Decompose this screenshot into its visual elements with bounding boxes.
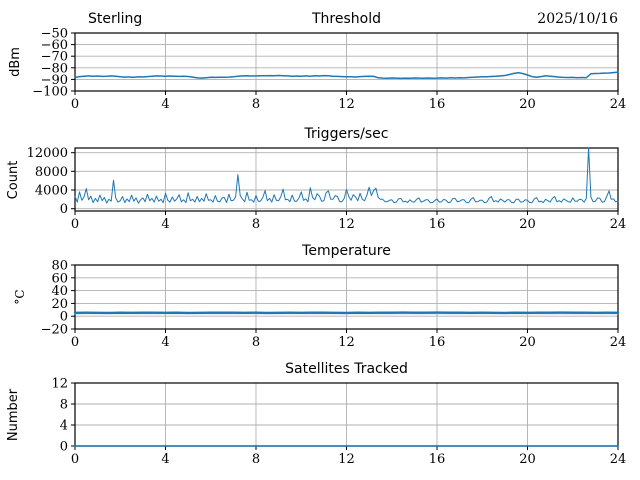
x-tick-label: 4: [161, 217, 169, 232]
panel3-ylabel: °C: [13, 289, 27, 305]
data-line-threshold-dbm: [74, 71, 619, 80]
y-tick-label: 4: [60, 419, 68, 434]
y-tick-label: 8: [60, 398, 68, 413]
x-tick-label: 4: [161, 97, 169, 112]
x-tick-label: 16: [429, 452, 446, 467]
panel2-title: Triggers/sec: [304, 126, 389, 142]
x-tick-label: 24: [610, 335, 627, 350]
panel1-date-label: 2025/10/16: [537, 11, 618, 27]
x-tick-label: 24: [610, 217, 627, 232]
x-tick-label: 20: [519, 452, 536, 467]
axes-border: [74, 32, 619, 92]
x-tick-label: 20: [519, 335, 536, 350]
x-tick-label: 24: [610, 452, 627, 467]
panel3-title: Temperature: [302, 243, 391, 259]
x-tick-label: 12: [338, 217, 355, 232]
y-tick-label: −90: [41, 73, 68, 88]
x-tick-label: 4: [161, 452, 169, 467]
y-tick-label: 0: [60, 310, 68, 325]
y-tick-label: 12000: [27, 146, 68, 161]
x-tick-label: 12: [338, 452, 355, 467]
y-tick-label: −60: [41, 38, 68, 53]
y-tick-label: 60: [51, 271, 68, 286]
y-tick-label: 40: [51, 284, 68, 299]
y-tick-label: 12: [51, 377, 68, 392]
x-tick-label: 24: [610, 97, 627, 112]
y-tick-label: −100: [32, 85, 68, 100]
x-tick-label: 0: [71, 452, 79, 467]
x-tick-label: 8: [252, 335, 260, 350]
x-tick-label: 12: [338, 97, 355, 112]
x-tick-label: 0: [71, 217, 79, 232]
x-tick-label: 12: [338, 335, 355, 350]
y-tick-label: 20: [51, 297, 68, 312]
x-tick-label: 20: [519, 97, 536, 112]
axes-border: [74, 147, 619, 212]
x-tick-label: 4: [161, 335, 169, 350]
x-tick-label: 8: [252, 97, 260, 112]
y-tick-label: 0: [60, 440, 68, 455]
x-tick-label: 16: [429, 217, 446, 232]
panel1-ylabel: dBm: [8, 47, 23, 77]
panel1-title: Threshold: [312, 11, 381, 27]
x-tick-label: 8: [252, 452, 260, 467]
x-tick-label: 0: [71, 335, 79, 350]
x-tick-label: 16: [429, 335, 446, 350]
y-tick-label: −20: [41, 323, 68, 338]
y-tick-label: 80: [51, 259, 68, 274]
x-tick-label: 0: [71, 97, 79, 112]
y-tick-label: 8000: [35, 165, 68, 180]
data-line-triggers-per-sec: [74, 147, 619, 204]
x-tick-label: 8: [252, 217, 260, 232]
axes-border: [74, 264, 619, 330]
y-tick-label: 0: [60, 202, 68, 217]
y-tick-label: 4000: [35, 184, 68, 199]
y-tick-label: −70: [41, 50, 68, 65]
x-tick-label: 16: [429, 97, 446, 112]
panel4-title: Satellites Tracked: [285, 361, 408, 377]
panel2-ylabel: Count: [6, 160, 21, 200]
panel4-ylabel: Number: [6, 388, 21, 442]
panel1-station-title: Sterling: [88, 11, 143, 27]
y-tick-label: −80: [41, 61, 68, 76]
x-tick-label: 20: [519, 217, 536, 232]
y-tick-label: −50: [41, 27, 68, 42]
